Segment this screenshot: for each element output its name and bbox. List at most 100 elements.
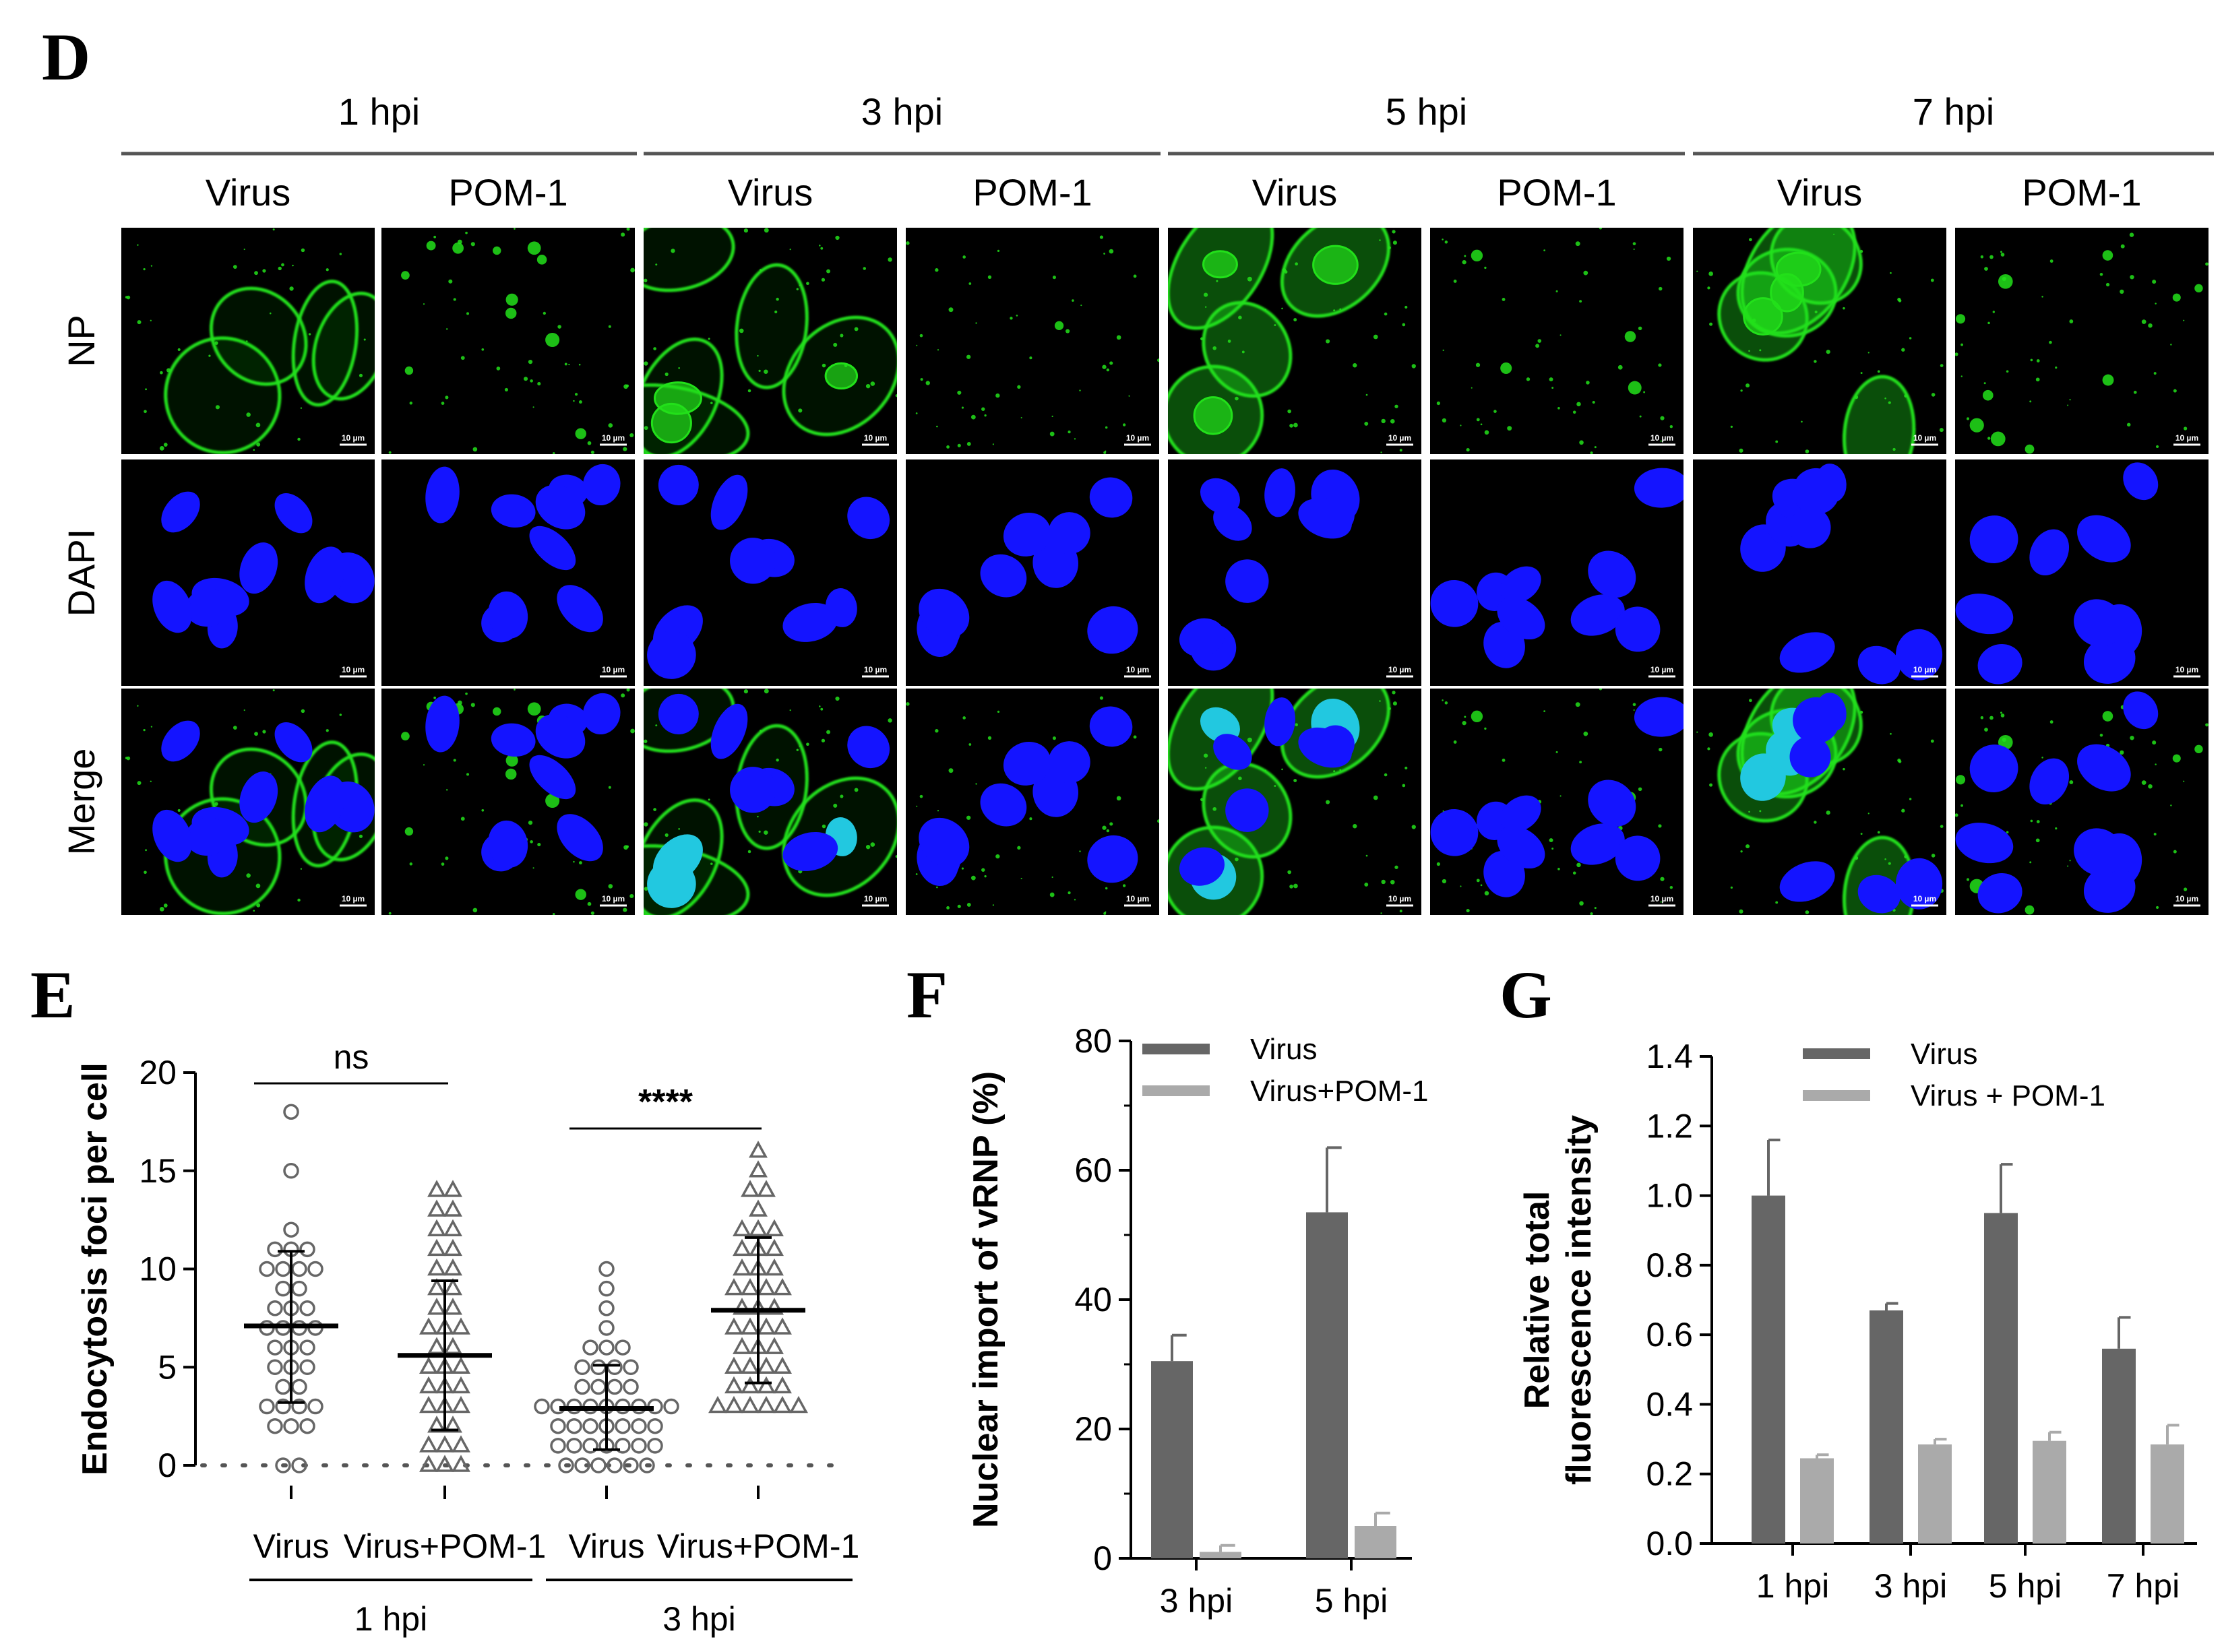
np-punctum <box>423 303 425 305</box>
np-punctum <box>1660 877 1665 881</box>
np-punctum <box>935 729 939 733</box>
np-punctum <box>1442 879 1447 884</box>
dapi-nucleus <box>1634 468 1684 508</box>
np-punctum <box>644 426 648 431</box>
dapi-nucleus <box>488 591 528 639</box>
data-point-circle <box>623 1359 639 1375</box>
np-punctum <box>655 263 658 266</box>
np-punctum <box>1103 253 1105 255</box>
np-punctum <box>671 249 675 253</box>
np-punctum <box>272 689 275 692</box>
np-punctum <box>1805 449 1810 453</box>
np-punctum <box>1399 449 1402 452</box>
np-punctum <box>1020 416 1022 419</box>
np-punctum <box>457 239 462 245</box>
data-point-triangle <box>757 1180 776 1197</box>
np-punctum <box>975 322 977 324</box>
tile-content: 10 µm <box>121 689 375 915</box>
np-nuclear-signal <box>650 402 692 444</box>
np-punctum <box>644 887 648 891</box>
np-punctum <box>524 377 528 381</box>
np-punctum <box>1326 339 1330 344</box>
bar <box>1870 1310 1903 1544</box>
np-punctum <box>1392 691 1396 695</box>
np-punctum <box>1814 310 1818 314</box>
np-punctum <box>1989 255 1994 259</box>
y-tick-label: 5 <box>158 1348 177 1386</box>
np-punctum <box>925 381 930 385</box>
np-punctum <box>2006 370 2009 373</box>
data-point-triangle <box>724 1278 743 1296</box>
np-punctum <box>545 332 560 348</box>
data-point-circle <box>574 1378 590 1395</box>
dapi-nucleus <box>1895 858 1943 910</box>
np-punctum <box>1884 397 1886 400</box>
np-punctum <box>1930 739 1934 743</box>
dapi-nucleus <box>647 860 696 908</box>
dapi-nucleus <box>1048 741 1090 784</box>
np-punctum <box>1854 395 1859 400</box>
data-point-circle <box>623 1378 639 1395</box>
np-punctum <box>2130 736 2134 740</box>
np-punctum <box>1480 423 1483 426</box>
dapi-nucleus <box>1089 477 1133 518</box>
np-punctum <box>1638 326 1642 331</box>
np-punctum <box>865 383 871 389</box>
np-punctum <box>2184 887 2188 891</box>
np-punctum <box>1709 322 1713 326</box>
legend-label: Virus <box>1250 1033 1317 1066</box>
dapi-nucleus <box>1003 741 1051 786</box>
np-punctum <box>1746 383 1750 388</box>
np-punctum <box>1752 318 1756 323</box>
np-punctum <box>214 802 218 806</box>
np-punctum <box>906 702 910 706</box>
dapi-nucleus <box>185 817 230 856</box>
data-point-triangle <box>757 1317 776 1335</box>
tile-background <box>906 228 1159 454</box>
np-punctum <box>1484 430 1489 435</box>
np-punctum <box>2030 358 2033 362</box>
data-point-circle <box>307 1398 323 1415</box>
np-punctum <box>743 228 748 233</box>
np-punctum <box>159 907 164 912</box>
np-punctum <box>1537 339 1542 343</box>
np-punctum <box>1365 393 1368 396</box>
np-punctum <box>1264 769 1266 772</box>
np-punctum <box>2120 244 2125 249</box>
np-punctum <box>453 298 456 301</box>
legend-label: Virus + POM-1 <box>1911 1079 2105 1112</box>
data-point-triangle <box>757 1395 776 1413</box>
np-punctum <box>2000 253 2005 257</box>
tile-content: 10 µm <box>1955 228 2208 454</box>
dapi-nucleus <box>1179 847 1225 886</box>
np-punctum <box>1990 431 2006 447</box>
np-punctum <box>254 271 258 276</box>
np-punctum <box>966 442 971 446</box>
dapi-nucleus <box>847 726 890 769</box>
significance-label: **** <box>638 1083 693 1122</box>
dapi-nucleus <box>1615 835 1661 881</box>
np-punctum <box>759 269 762 272</box>
condition-header: Virus <box>206 171 291 214</box>
data-point-triangle <box>419 1395 438 1413</box>
tile-content: 10 µm <box>906 689 1159 915</box>
np-cell-outline <box>644 228 735 292</box>
data-point-circle <box>291 1261 307 1277</box>
np-punctum <box>1384 312 1388 316</box>
np-punctum <box>1967 417 1970 420</box>
np-punctum <box>1453 280 1457 283</box>
np-punctum <box>505 768 517 780</box>
scale-bar-label: 10 µm <box>1126 894 1149 903</box>
np-punctum <box>145 849 147 852</box>
np-punctum <box>2172 754 2181 763</box>
np-punctum <box>981 407 985 411</box>
np-punctum <box>1049 431 1055 437</box>
np-punctum <box>1643 391 1646 393</box>
legend-label: Virus <box>1911 1038 1977 1071</box>
bar <box>1355 1526 1396 1558</box>
np-punctum <box>920 378 923 381</box>
np-punctum <box>1484 727 1487 730</box>
data-point-circle <box>299 1241 315 1258</box>
np-punctum <box>1586 381 1590 385</box>
np-punctum <box>1892 447 1896 451</box>
